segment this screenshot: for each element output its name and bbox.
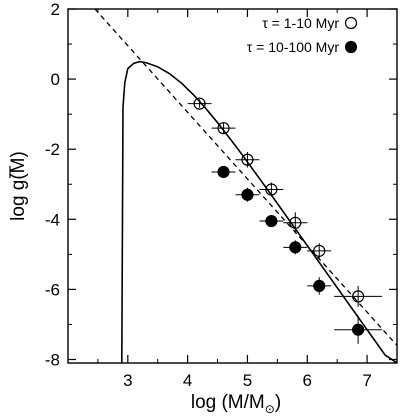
filled-circle-marker bbox=[241, 188, 254, 201]
open-circle-marker bbox=[352, 290, 365, 303]
x-tick-label: 7 bbox=[362, 371, 371, 390]
x-tick-label: 4 bbox=[183, 371, 192, 390]
y-axis-title: log g(M) bbox=[8, 151, 29, 221]
y-tick-label: 2 bbox=[51, 0, 60, 19]
plot-frame bbox=[67, 8, 398, 364]
curves-layer bbox=[94, 9, 397, 363]
open-circle-marker bbox=[313, 244, 326, 257]
x-tick-label: 5 bbox=[243, 371, 252, 390]
open-circle-marker bbox=[241, 153, 254, 166]
legend-marker-filled-circle bbox=[344, 40, 358, 54]
filled-circle-marker bbox=[265, 214, 278, 228]
x-axis-title-main: log (M/M bbox=[191, 392, 265, 413]
legend: τ = 1-10 Myr τ = 10-100 Myr bbox=[247, 15, 358, 55]
x-axis-title-end: ) bbox=[275, 392, 281, 413]
y-tick-label: -4 bbox=[45, 210, 60, 229]
x-axis-title: log (M/M⊙) bbox=[191, 392, 281, 416]
model-curve bbox=[121, 60, 397, 363]
data-point bbox=[334, 315, 383, 344]
filled-circle-marker bbox=[289, 241, 302, 254]
data-point bbox=[283, 212, 308, 234]
y-tick-label: 0 bbox=[51, 70, 60, 89]
points-layer bbox=[187, 97, 383, 344]
open-circle-marker bbox=[265, 183, 278, 196]
open-circle-marker bbox=[289, 216, 302, 229]
data-point bbox=[235, 187, 260, 202]
filled-circle-marker bbox=[217, 165, 230, 179]
y-tick-label: -8 bbox=[45, 350, 60, 369]
data-point bbox=[235, 152, 260, 168]
data-point bbox=[307, 243, 332, 259]
x-axis-title-sub: ⊙ bbox=[265, 402, 275, 416]
filled-circle-marker bbox=[313, 279, 326, 292]
data-point bbox=[307, 277, 332, 295]
x-tick-label: 3 bbox=[123, 371, 132, 390]
x-tick-label: 6 bbox=[303, 371, 312, 390]
legend-marker-open-circle bbox=[344, 16, 358, 30]
open-circle-marker bbox=[193, 97, 206, 110]
data-point bbox=[259, 182, 284, 197]
data-point bbox=[259, 214, 284, 228]
data-point bbox=[187, 97, 212, 110]
legend-label-series-2: τ = 10-100 Myr bbox=[247, 39, 340, 55]
filled-circle-marker bbox=[352, 323, 365, 336]
data-point bbox=[283, 240, 308, 255]
legend-label-series-1: τ = 1-10 Myr bbox=[262, 15, 339, 31]
open-circle-marker bbox=[217, 122, 230, 135]
dashed-powerlaw-line bbox=[94, 9, 397, 346]
data-point bbox=[211, 122, 236, 135]
data-point bbox=[211, 165, 236, 179]
ticks-layer: 3 4 5 6 7 2 0 -2 -4 -6 -8 bbox=[45, 0, 398, 390]
y-tick-label: -2 bbox=[45, 140, 60, 159]
y-tick-label: -6 bbox=[45, 280, 60, 299]
data-point bbox=[334, 285, 383, 307]
